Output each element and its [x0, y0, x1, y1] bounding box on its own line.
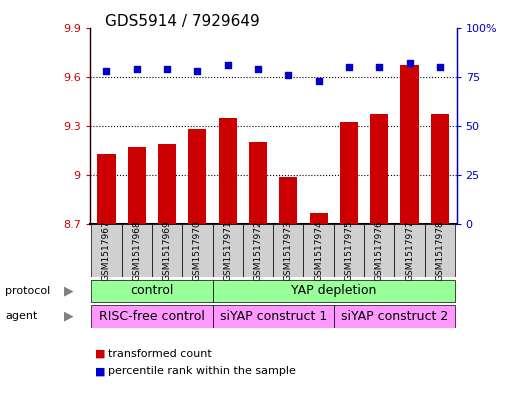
Bar — [431, 114, 449, 224]
Bar — [91, 279, 212, 302]
Bar — [304, 224, 334, 277]
Bar — [91, 305, 212, 328]
Bar — [188, 129, 206, 224]
Point — [314, 77, 323, 84]
Text: GSM1517970: GSM1517970 — [193, 220, 202, 281]
Point — [436, 64, 444, 70]
Bar — [122, 224, 152, 277]
Point — [163, 66, 171, 72]
Bar — [309, 213, 328, 224]
Bar — [152, 224, 182, 277]
Bar — [212, 224, 243, 277]
Point — [375, 64, 383, 70]
Point — [102, 68, 110, 74]
Text: GSM1517975: GSM1517975 — [344, 220, 353, 281]
Bar — [212, 279, 455, 302]
Text: ▶: ▶ — [65, 310, 74, 323]
Text: GDS5914 / 7929649: GDS5914 / 7929649 — [105, 14, 260, 29]
Point — [193, 68, 202, 74]
Text: percentile rank within the sample: percentile rank within the sample — [108, 366, 295, 376]
Text: GSM1517967: GSM1517967 — [102, 220, 111, 281]
Bar — [279, 176, 298, 224]
Text: protocol: protocol — [5, 286, 50, 296]
Point — [284, 72, 292, 78]
Text: GSM1517976: GSM1517976 — [375, 220, 384, 281]
Text: transformed count: transformed count — [108, 349, 211, 359]
Text: siYAP construct 2: siYAP construct 2 — [341, 310, 448, 323]
Text: RISC-free control: RISC-free control — [99, 310, 205, 323]
Bar — [249, 142, 267, 224]
Point — [254, 66, 262, 72]
Bar — [243, 224, 273, 277]
Text: siYAP construct 1: siYAP construct 1 — [220, 310, 327, 323]
Text: control: control — [130, 284, 173, 298]
Text: GSM1517977: GSM1517977 — [405, 220, 414, 281]
Text: ▶: ▶ — [65, 284, 74, 298]
Text: GSM1517978: GSM1517978 — [436, 220, 444, 281]
Bar — [370, 114, 388, 224]
Bar — [401, 65, 419, 224]
Point — [405, 60, 413, 66]
Bar — [364, 224, 394, 277]
Bar — [158, 144, 176, 224]
Text: GSM1517971: GSM1517971 — [223, 220, 232, 281]
Bar — [97, 154, 115, 224]
Bar — [425, 224, 455, 277]
Bar — [334, 305, 455, 328]
Point — [224, 62, 232, 68]
Bar — [334, 224, 364, 277]
Bar — [182, 224, 212, 277]
Text: ■: ■ — [95, 349, 105, 359]
Bar — [219, 118, 237, 224]
Bar — [91, 224, 122, 277]
Text: YAP depletion: YAP depletion — [291, 284, 377, 298]
Text: GSM1517973: GSM1517973 — [284, 220, 293, 281]
Bar — [212, 305, 334, 328]
Text: agent: agent — [5, 311, 37, 321]
Point — [133, 66, 141, 72]
Bar — [340, 123, 358, 224]
Text: GSM1517969: GSM1517969 — [163, 220, 171, 281]
Text: GSM1517968: GSM1517968 — [132, 220, 141, 281]
Point — [345, 64, 353, 70]
Bar — [273, 224, 304, 277]
Bar — [128, 147, 146, 224]
Text: GSM1517974: GSM1517974 — [314, 220, 323, 281]
Bar — [394, 224, 425, 277]
Text: GSM1517972: GSM1517972 — [253, 220, 263, 281]
Text: ■: ■ — [95, 366, 105, 376]
